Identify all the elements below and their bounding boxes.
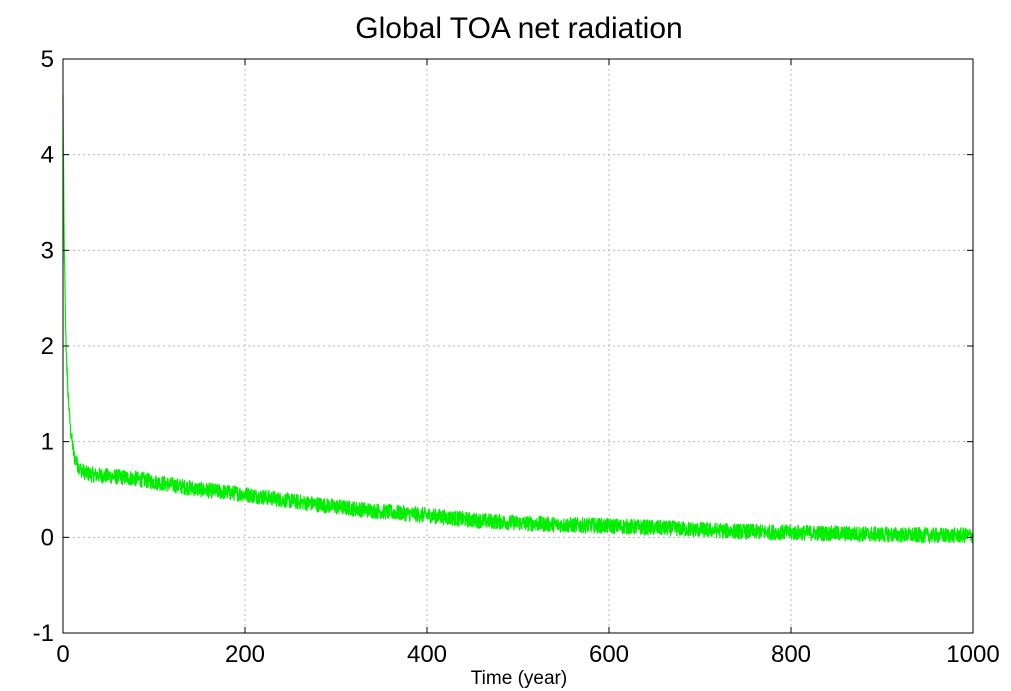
x-tick-label: 0 — [56, 641, 69, 668]
x-tick-label: 600 — [589, 641, 629, 668]
y-tick-label: 0 — [41, 524, 54, 551]
x-axis-label: Time (year) — [471, 668, 567, 689]
y-tick-label: 1 — [41, 429, 54, 456]
y-tick-label: 5 — [41, 46, 54, 73]
grid-lines — [63, 59, 973, 633]
x-tick-label: 400 — [407, 641, 447, 668]
series-line — [62, 94, 974, 544]
y-tick-label: 3 — [41, 237, 54, 264]
x-tick-label: 200 — [225, 641, 265, 668]
x-tick-label: 800 — [771, 641, 811, 668]
series-layer — [62, 94, 974, 544]
y-tick-label: -1 — [33, 620, 54, 647]
x-tick-label: 1000 — [946, 641, 999, 668]
chart-title: Global TOA net radiation — [355, 12, 682, 45]
y-tick-label: 2 — [41, 333, 54, 360]
y-tick-label: 4 — [41, 142, 54, 169]
